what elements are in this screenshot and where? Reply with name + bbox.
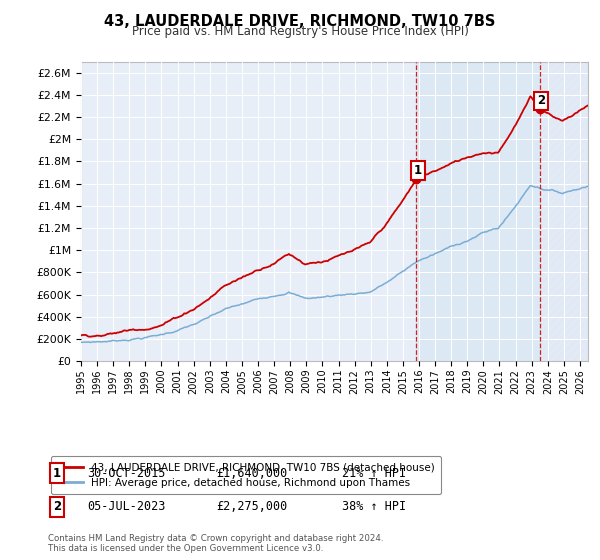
- Bar: [416, 62, 540, 361]
- Text: £2,275,000: £2,275,000: [216, 500, 287, 514]
- Text: 43, LAUDERDALE DRIVE, RICHMOND, TW10 7BS: 43, LAUDERDALE DRIVE, RICHMOND, TW10 7BS: [104, 14, 496, 29]
- Text: Contains HM Land Registry data © Crown copyright and database right 2024.
This d: Contains HM Land Registry data © Crown c…: [48, 534, 383, 553]
- Text: 2: 2: [537, 95, 545, 108]
- Text: 30-OCT-2015: 30-OCT-2015: [87, 466, 166, 480]
- Text: 1: 1: [53, 466, 61, 480]
- Text: 21% ↑ HPI: 21% ↑ HPI: [342, 466, 406, 480]
- Text: 05-JUL-2023: 05-JUL-2023: [87, 500, 166, 514]
- Text: 1: 1: [414, 164, 422, 177]
- Text: Price paid vs. HM Land Registry's House Price Index (HPI): Price paid vs. HM Land Registry's House …: [131, 25, 469, 38]
- Bar: [540, 62, 588, 361]
- Legend: 43, LAUDERDALE DRIVE, RICHMOND, TW10 7BS (detached house), HPI: Average price, d: 43, LAUDERDALE DRIVE, RICHMOND, TW10 7BS…: [51, 456, 442, 494]
- Text: 2: 2: [53, 500, 61, 514]
- Text: 38% ↑ HPI: 38% ↑ HPI: [342, 500, 406, 514]
- Text: £1,640,000: £1,640,000: [216, 466, 287, 480]
